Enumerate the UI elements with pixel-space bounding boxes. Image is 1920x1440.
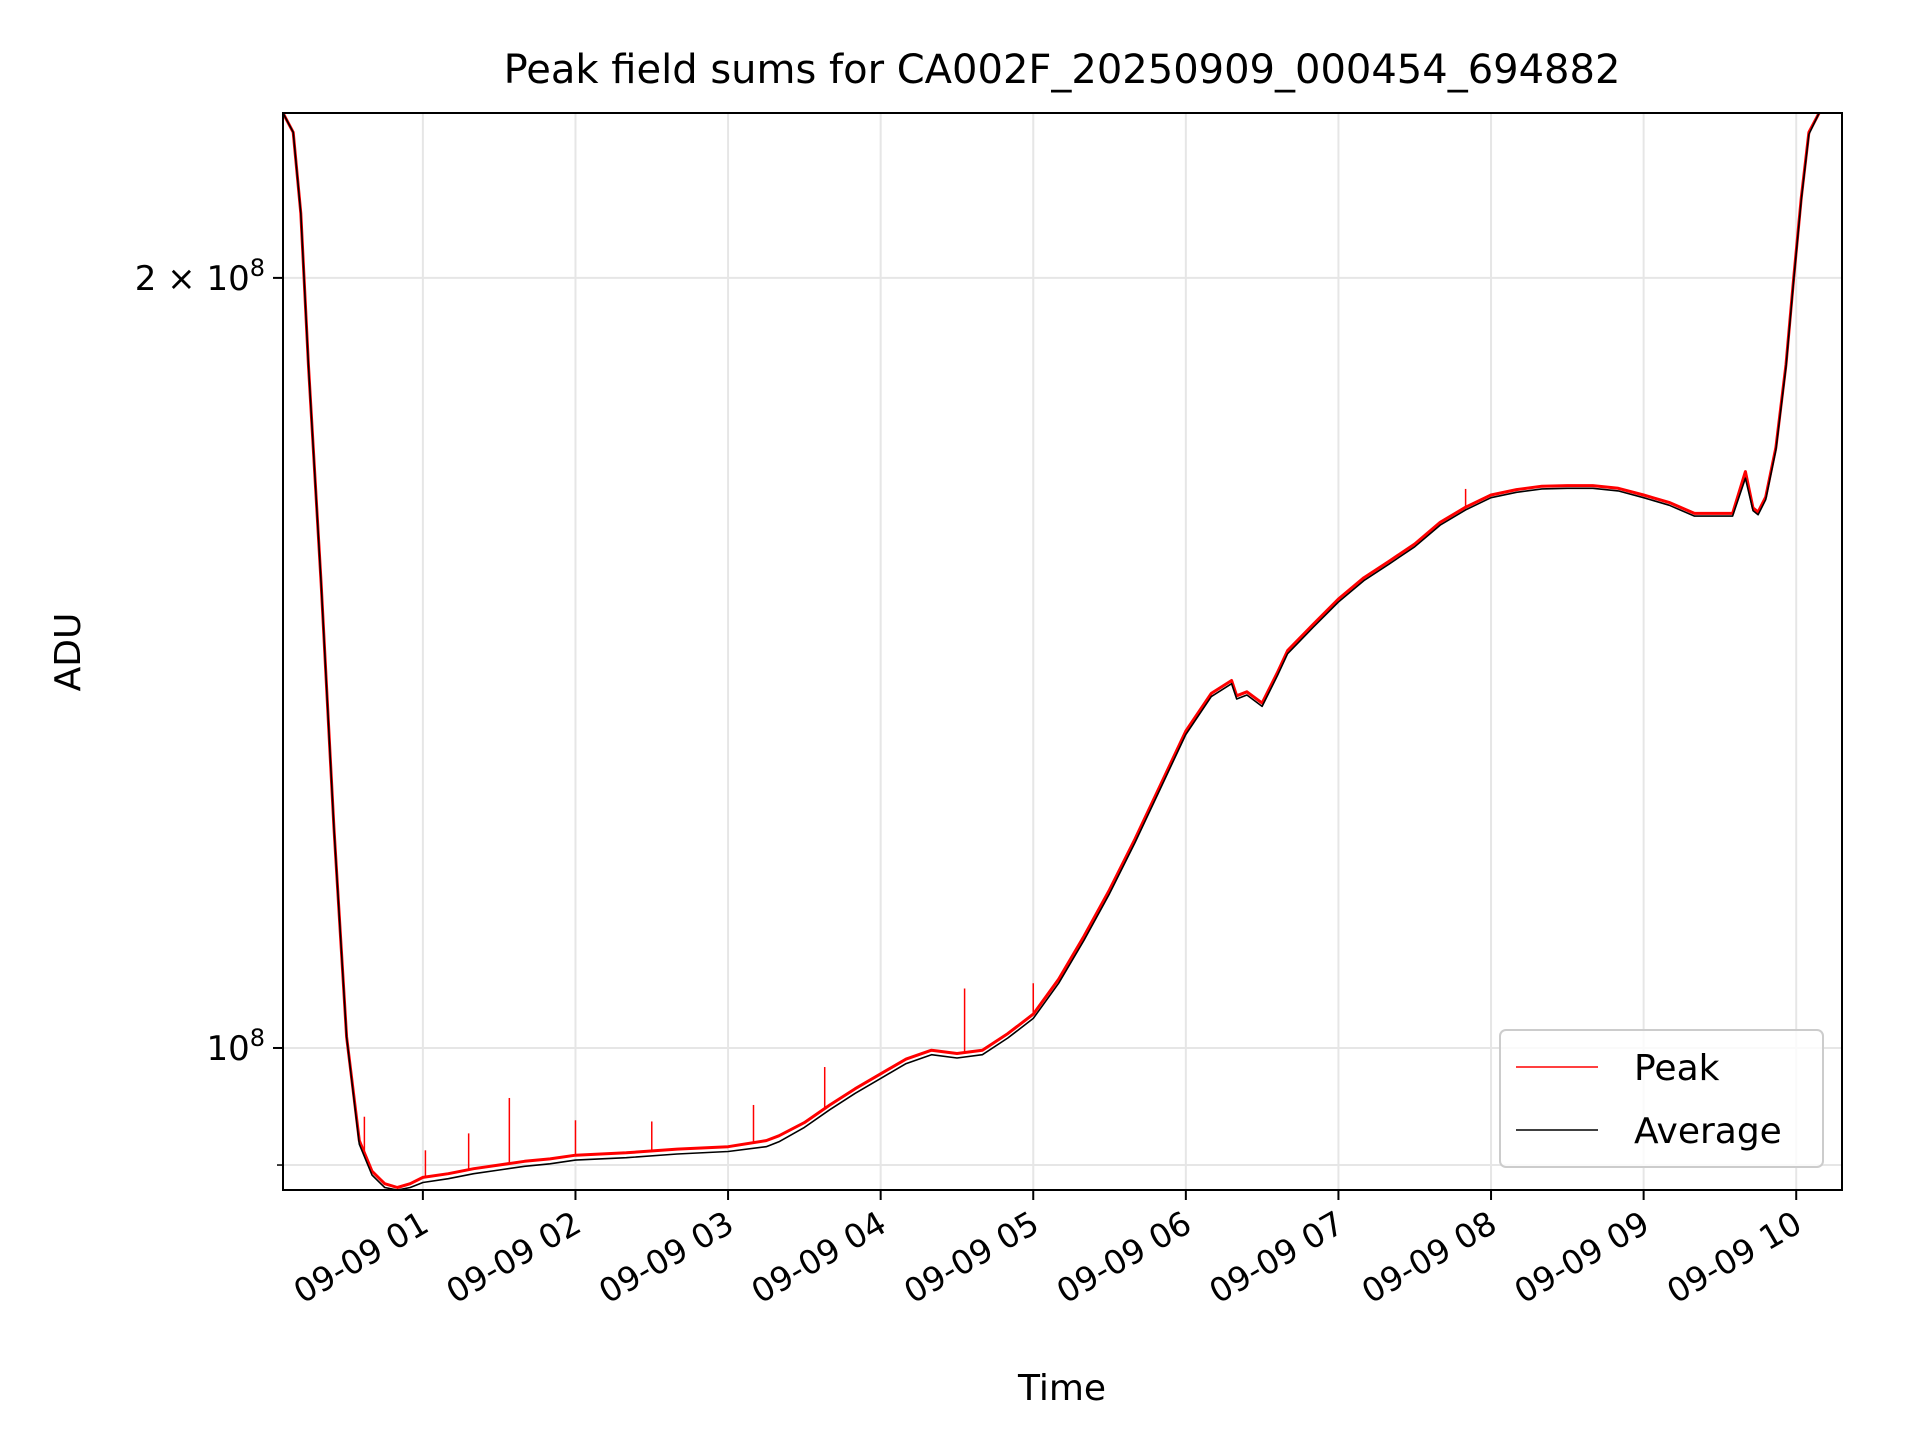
x-tick-label: 09-09 08 bbox=[1355, 1203, 1503, 1311]
y-axis-ticks: 108 2 × 108 bbox=[135, 254, 283, 1166]
x-tick-label: 09-09 03 bbox=[592, 1203, 740, 1311]
x-tick-label: 09-09 02 bbox=[439, 1203, 587, 1311]
y-axis-label: ADU bbox=[48, 613, 89, 692]
x-axis-ticks: 09-09 01 09-09 02 09-09 03 09-09 04 09-09 05… bbox=[287, 1190, 1808, 1311]
series-line-peak bbox=[283, 113, 1821, 1189]
series-line-average bbox=[283, 113, 1820, 1190]
x-tick-label: 09-09 05 bbox=[897, 1203, 1045, 1311]
y-tick-label: 2 × 108 bbox=[135, 254, 265, 299]
y-tick-label: 108 bbox=[206, 1024, 265, 1069]
legend: Peak Average bbox=[1499, 1029, 1824, 1168]
x-tick-label: 09-09 07 bbox=[1202, 1203, 1350, 1311]
x-tick-label: 09-09 09 bbox=[1508, 1203, 1656, 1311]
chart-title: Peak field sums for CA002F_20250909_0004… bbox=[504, 47, 1621, 93]
plot-frame bbox=[282, 112, 1843, 1191]
x-tick-label: 09-09 01 bbox=[287, 1203, 435, 1311]
legend-peak-label: Peak bbox=[1634, 1048, 1720, 1089]
x-tick-label: 09-09 04 bbox=[745, 1203, 893, 1311]
x-tick-label: 09-09 10 bbox=[1660, 1203, 1808, 1311]
series-lines bbox=[283, 113, 1821, 1190]
gridlines bbox=[283, 113, 1842, 1190]
legend-average-label: Average bbox=[1634, 1111, 1782, 1152]
x-axis-label: Time bbox=[1017, 1368, 1106, 1409]
legend-box bbox=[1499, 1029, 1824, 1168]
x-tick-label: 09-09 06 bbox=[1050, 1203, 1198, 1311]
